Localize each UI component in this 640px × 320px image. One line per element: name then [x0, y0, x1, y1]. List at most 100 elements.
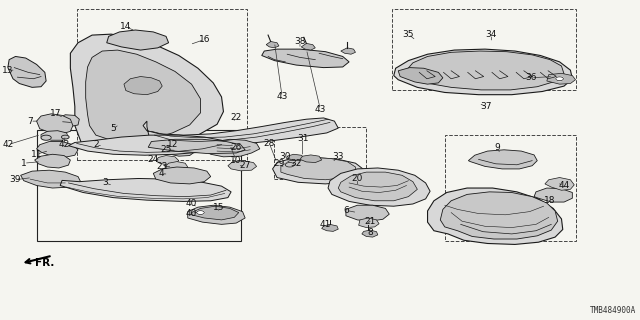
Polygon shape: [191, 206, 239, 220]
Text: FR.: FR.: [35, 258, 54, 268]
Text: 24: 24: [148, 155, 159, 164]
Text: 41: 41: [320, 220, 331, 229]
Bar: [275, 126, 366, 179]
Circle shape: [556, 77, 563, 81]
Text: 1: 1: [21, 159, 27, 168]
Text: 32: 32: [291, 159, 302, 168]
Polygon shape: [322, 224, 339, 231]
Polygon shape: [341, 48, 355, 54]
Text: 16: 16: [198, 35, 210, 44]
Polygon shape: [273, 157, 364, 184]
Text: 15: 15: [212, 203, 224, 212]
Text: 7: 7: [28, 116, 33, 126]
Polygon shape: [266, 42, 279, 48]
Polygon shape: [362, 230, 378, 237]
Polygon shape: [167, 146, 194, 156]
Bar: [77, 9, 247, 160]
Polygon shape: [188, 205, 245, 224]
Polygon shape: [86, 50, 200, 141]
Bar: [36, 130, 241, 241]
Circle shape: [61, 135, 69, 139]
Text: 42: 42: [58, 140, 70, 149]
Text: 43: 43: [315, 105, 326, 114]
Polygon shape: [287, 154, 305, 161]
Text: 25: 25: [161, 145, 172, 154]
Polygon shape: [36, 141, 78, 157]
Polygon shape: [358, 218, 379, 228]
Circle shape: [41, 135, 51, 140]
Polygon shape: [35, 154, 70, 168]
Text: 40: 40: [186, 199, 197, 208]
Text: TMB484900A: TMB484900A: [590, 306, 636, 315]
Bar: [445, 134, 575, 241]
Polygon shape: [428, 188, 563, 244]
Polygon shape: [107, 30, 168, 50]
Polygon shape: [468, 150, 537, 169]
Text: 22: 22: [230, 114, 242, 123]
Text: 31: 31: [297, 134, 308, 143]
Polygon shape: [547, 73, 575, 84]
Polygon shape: [59, 115, 79, 126]
Polygon shape: [394, 49, 572, 95]
Text: 33: 33: [333, 152, 344, 161]
Text: 5: 5: [110, 124, 116, 133]
Text: 37: 37: [481, 102, 492, 111]
Polygon shape: [204, 139, 260, 157]
Polygon shape: [8, 56, 46, 87]
Text: 6: 6: [343, 206, 349, 215]
Polygon shape: [440, 192, 557, 239]
Text: 23: 23: [157, 162, 168, 171]
Polygon shape: [301, 44, 316, 50]
Circle shape: [196, 211, 204, 214]
Polygon shape: [534, 188, 572, 202]
Text: 14: 14: [120, 22, 132, 31]
Text: 20: 20: [352, 174, 363, 183]
Polygon shape: [398, 68, 443, 84]
Polygon shape: [156, 156, 179, 165]
Text: 27: 27: [239, 161, 251, 170]
Text: 35: 35: [403, 30, 414, 39]
Polygon shape: [300, 155, 322, 163]
Text: 8: 8: [367, 228, 373, 237]
Polygon shape: [406, 51, 564, 90]
Text: 17: 17: [50, 109, 61, 118]
Text: 30: 30: [280, 152, 291, 161]
Text: 43: 43: [276, 92, 288, 101]
Text: 36: 36: [525, 73, 536, 82]
Text: 13: 13: [2, 66, 13, 75]
Text: 3: 3: [102, 179, 108, 188]
Polygon shape: [70, 34, 223, 150]
Polygon shape: [60, 179, 231, 201]
Polygon shape: [339, 172, 417, 201]
Polygon shape: [281, 157, 355, 180]
Text: 2: 2: [93, 140, 99, 149]
Polygon shape: [148, 139, 245, 154]
Polygon shape: [41, 131, 68, 140]
Polygon shape: [68, 135, 228, 155]
Text: 26: 26: [230, 143, 242, 152]
Text: 42: 42: [2, 140, 13, 149]
Text: 10: 10: [230, 156, 242, 165]
Bar: [392, 9, 575, 90]
Polygon shape: [154, 167, 211, 184]
Text: 21: 21: [364, 217, 376, 226]
Text: 11: 11: [31, 150, 42, 159]
Text: 44: 44: [559, 181, 570, 190]
Text: 34: 34: [486, 30, 497, 39]
Polygon shape: [124, 76, 162, 95]
Text: 38: 38: [294, 37, 306, 46]
Polygon shape: [228, 161, 257, 171]
Text: 9: 9: [495, 143, 500, 152]
Text: 29: 29: [273, 159, 285, 168]
Text: 4: 4: [158, 169, 164, 178]
Text: 28: 28: [264, 139, 275, 148]
Polygon shape: [143, 118, 339, 147]
Polygon shape: [36, 114, 73, 134]
Polygon shape: [346, 205, 389, 221]
Text: 40: 40: [186, 209, 197, 218]
Polygon shape: [20, 170, 81, 188]
Circle shape: [285, 163, 294, 167]
Text: 18: 18: [544, 196, 556, 205]
Text: 39: 39: [10, 175, 21, 184]
Polygon shape: [545, 178, 574, 190]
